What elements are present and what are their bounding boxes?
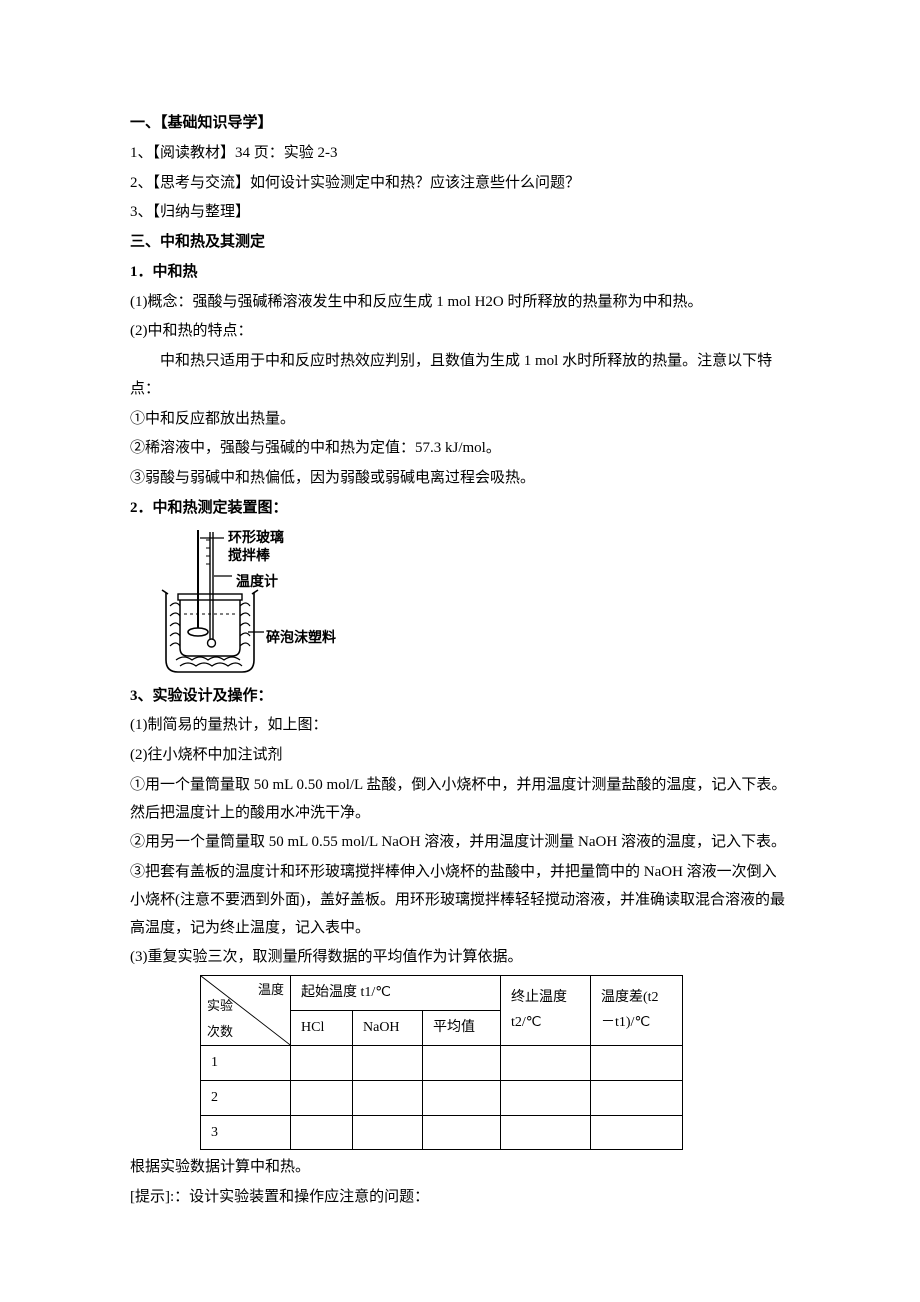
sub1-p2: ②稀溶液中，强酸与强碱的中和热为定值：57.3 kJ/mol。 <box>130 435 790 463</box>
cell-empty <box>291 1080 353 1115</box>
cell-empty <box>501 1080 591 1115</box>
table-header-row1: 温度 实验 次数 起始温度 t1/℃ 终止温度t2/℃ 温度差(t2－t1)/℃ <box>201 976 683 1011</box>
sub3-s2-1: ①用一个量筒量取 50 mL 0.50 mol/L 盐酸，倒入小烧杯中，并用温度… <box>130 772 790 828</box>
cell-empty <box>353 1080 423 1115</box>
sub3-s2-3: ③把套有盖板的温度计和环形玻璃搅拌棒伸入小烧杯的盐酸中，并把量筒中的 NaOH … <box>130 859 790 942</box>
cell-empty <box>423 1080 501 1115</box>
sub3-s3: (3)重复实验三次，取测量所得数据的平均值作为计算依据。 <box>130 944 790 972</box>
header-diff-temp: 温度差(t2－t1)/℃ <box>591 976 683 1046</box>
section1-item3: 3、【归纳与整理】 <box>130 199 790 227</box>
subheader-hcl: HCl <box>291 1010 353 1045</box>
section1-item1: 1、【阅读教材】34 页：实验 2-3 <box>130 140 790 168</box>
sub1-p3: ③弱酸与弱碱中和热偏低，因为弱酸或弱碱电离过程会吸热。 <box>130 465 790 493</box>
cell-empty <box>353 1045 423 1080</box>
section1-item2: 2、【思考与交流】如何设计实验测定中和热？应该注意些什么问题？ <box>130 170 790 198</box>
header-end-temp: 终止温度t2/℃ <box>501 976 591 1046</box>
table-row: 2 <box>201 1080 683 1115</box>
diag-bot-label: 次数 <box>207 1020 233 1044</box>
sub1-title: 1．中和热 <box>130 259 790 287</box>
sub3-s2-2: ②用另一个量筒量取 50 mL 0.55 mol/L NaOH 溶液，并用温度计… <box>130 829 790 857</box>
diag-mid-label: 实验 <box>207 994 233 1018</box>
footer2: [提示]:：设计实验装置和操作应注意的问题： <box>130 1184 790 1212</box>
sub3-s1: (1)制简易的量热计，如上图： <box>130 712 790 740</box>
subheader-naoh: NaOH <box>353 1010 423 1045</box>
row-num: 1 <box>201 1045 291 1080</box>
sub1-p1: ①中和反应都放出热量。 <box>130 406 790 434</box>
sub1-feature-head: (2)中和热的特点： <box>130 318 790 346</box>
cell-empty <box>591 1045 683 1080</box>
label-foam: 碎泡沫塑料 <box>266 626 336 652</box>
sub3-title: 3、实验设计及操作： <box>130 683 790 711</box>
section3-title: 三、中和热及其测定 <box>130 229 790 257</box>
sub2-title: 2．中和热测定装置图： <box>130 495 790 523</box>
header-start-temp: 起始温度 t1/℃ <box>291 976 501 1011</box>
label-thermometer: 温度计 <box>236 570 278 596</box>
table-row: 1 <box>201 1045 683 1080</box>
sub1-feature-body: 中和热只适用于中和反应时热效应判别，且数值为生成 1 mol 水时所释放的热量。… <box>130 348 790 404</box>
cell-empty <box>423 1115 501 1150</box>
cell-empty <box>591 1115 683 1150</box>
diag-header-cell: 温度 实验 次数 <box>201 976 291 1046</box>
diag-top-label: 温度 <box>258 978 284 1002</box>
cell-empty <box>291 1115 353 1150</box>
calorimeter-diagram: 环形玻璃 搅拌棒 温度计 碎泡沫塑料 <box>158 528 338 678</box>
cell-empty <box>291 1045 353 1080</box>
label-stirrer-line2: 搅拌棒 <box>228 544 270 570</box>
footer1: 根据实验数据计算中和热。 <box>130 1154 790 1182</box>
sub1-concept: (1)概念：强酸与强碱稀溶液发生中和反应生成 1 mol H2O 时所释放的热量… <box>130 289 790 317</box>
cell-empty <box>501 1115 591 1150</box>
row-num: 2 <box>201 1080 291 1115</box>
cell-empty <box>353 1115 423 1150</box>
subheader-avg: 平均值 <box>423 1010 501 1045</box>
sub3-s2: (2)往小烧杯中加注试剂 <box>130 742 790 770</box>
cell-empty <box>423 1045 501 1080</box>
section1-title: 一、【基础知识导学】 <box>130 110 790 138</box>
table-row: 3 <box>201 1115 683 1150</box>
row-num: 3 <box>201 1115 291 1150</box>
experiment-table: 温度 实验 次数 起始温度 t1/℃ 终止温度t2/℃ 温度差(t2－t1)/℃… <box>200 975 683 1150</box>
cell-empty <box>501 1045 591 1080</box>
cell-empty <box>591 1080 683 1115</box>
